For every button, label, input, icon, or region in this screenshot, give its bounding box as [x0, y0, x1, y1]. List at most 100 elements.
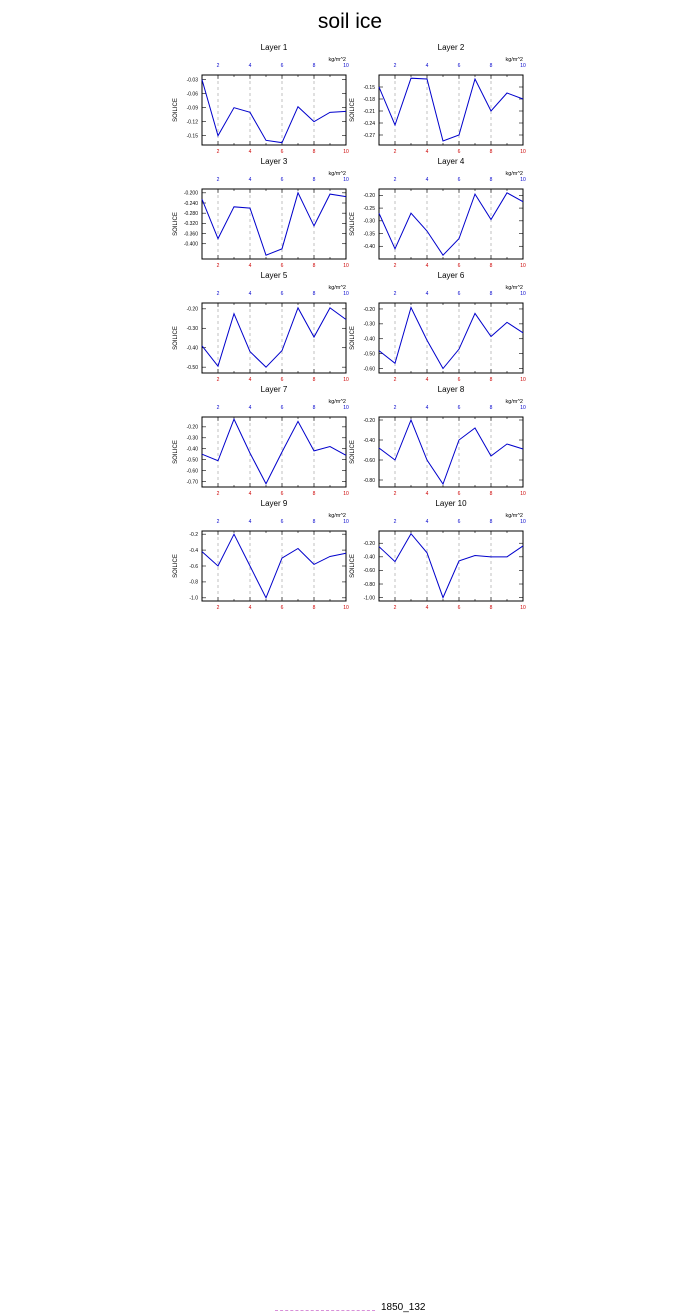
units-label: kg/m^2 [328, 57, 346, 63]
x-tick-label-top: 6 [458, 405, 461, 411]
series-line [378, 192, 524, 256]
chart-panel-3: -0.200 -0.240 -0.280 -0.320 -0.360 -0.400 2 4 6 8… [173, 157, 349, 269]
x-tick-label-bottom: 6 [281, 491, 284, 497]
series-line [201, 306, 347, 368]
y-axis-label: SOILICE [350, 98, 356, 122]
series-line [378, 306, 524, 370]
series-line [201, 79, 347, 144]
x-tick-label-top: 2 [217, 63, 220, 69]
x-tick-label-top: 2 [217, 519, 220, 525]
x-tick-label-bottom: 10 [520, 491, 526, 497]
y-tick-label: -0.320 [184, 221, 198, 227]
units-label: kg/m^2 [328, 285, 346, 291]
y-axis-label: SOILICE [173, 554, 179, 578]
y-tick-label: -0.06 [187, 91, 199, 97]
y-tick-label: -0.80 [364, 582, 376, 588]
x-tick-label-top: 6 [281, 519, 284, 525]
x-tick-label-bottom: 4 [426, 491, 429, 497]
x-tick-label-bottom: 6 [458, 377, 461, 383]
x-tick-label-top: 10 [343, 177, 349, 183]
plot-frame [378, 416, 524, 488]
x-tick-label-top: 10 [343, 291, 349, 297]
y-axis-label: SOILICE [350, 554, 356, 578]
chart-panel-9: -0.2 -0.4 -0.6 -0.8 -1.0 2 4 6 8 10 2 4 6 8 10 Layer 9 k… [173, 499, 349, 611]
x-tick-label-top: 10 [520, 63, 526, 69]
y-axis-label: SOILICE [350, 440, 356, 464]
y-tick-label: -0.60 [364, 366, 376, 372]
y-tick-label: -0.200 [184, 191, 198, 197]
panel-title: Layer 4 [438, 157, 465, 166]
x-tick-label-top: 8 [490, 177, 493, 183]
y-tick-label: -0.40 [364, 337, 376, 343]
x-tick-label-bottom: 4 [249, 149, 252, 155]
x-tick-label-top: 8 [490, 519, 493, 525]
x-tick-label-bottom: 2 [394, 491, 397, 497]
x-tick-label-bottom: 4 [249, 605, 252, 611]
y-tick-label: -0.20 [187, 307, 199, 313]
x-tick-label-bottom: 6 [458, 491, 461, 497]
y-tick-label: -0.50 [187, 457, 199, 463]
plot-frame [378, 74, 524, 146]
panel-title: Layer 2 [438, 43, 465, 52]
x-tick-label-top: 4 [249, 291, 252, 297]
units-label: kg/m^2 [328, 171, 346, 177]
chart-panel-10: -0.20 -0.40 -0.60 -0.80 -1.00 2 4 6 8 10 2 4 6 8 10 Lay… [350, 499, 526, 611]
legend-label: 1850_132 [381, 1302, 426, 1313]
chart-panel-6: -0.20 -0.30 -0.40 -0.50 -0.60 2 4 6 8 10 2 4 6 8 10 Lay… [350, 271, 526, 383]
x-tick-label-bottom: 4 [426, 149, 429, 155]
plot-frame [201, 302, 347, 374]
y-tick-label: -0.60 [187, 468, 199, 474]
x-tick-label-bottom: 4 [249, 263, 252, 269]
x-tick-label-top: 8 [490, 63, 493, 69]
x-tick-label-bottom: 4 [249, 491, 252, 497]
panel-title: Layer 7 [261, 385, 288, 394]
y-tick-label: -0.30 [187, 436, 199, 442]
x-tick-label-top: 8 [313, 177, 316, 183]
y-tick-label: -0.03 [187, 77, 199, 83]
x-tick-label-bottom: 10 [343, 263, 349, 269]
series-line [201, 533, 347, 600]
x-tick-label-bottom: 6 [281, 605, 284, 611]
chart-panel-7: -0.20 -0.30 -0.40 -0.50 -0.60 -0.70 2 4 6 8 10 2 4 6 8… [173, 385, 349, 497]
panel-title: Layer 6 [438, 271, 465, 280]
x-tick-label-bottom: 8 [490, 491, 493, 497]
panel-title: Layer 10 [435, 499, 467, 508]
plot-frame [201, 74, 347, 146]
x-tick-label-top: 8 [313, 63, 316, 69]
x-tick-label-top: 2 [394, 63, 397, 69]
x-tick-label-top: 6 [458, 63, 461, 69]
y-axis-label: SOILICE [173, 326, 179, 350]
x-tick-label-bottom: 2 [394, 377, 397, 383]
series-line [201, 191, 347, 256]
y-tick-label: -0.40 [364, 244, 376, 250]
x-tick-label-top: 4 [249, 519, 252, 525]
x-tick-label-bottom: 2 [217, 149, 220, 155]
y-tick-label: -0.8 [189, 580, 198, 586]
legend: 1850_132 [0, 650, 700, 1313]
x-tick-label-bottom: 8 [313, 377, 316, 383]
x-tick-label-top: 8 [313, 519, 316, 525]
y-tick-label: -0.4 [189, 548, 198, 554]
x-tick-label-bottom: 10 [343, 605, 349, 611]
x-tick-label-top: 2 [394, 405, 397, 411]
y-tick-label: -0.20 [187, 425, 199, 431]
x-tick-label-top: 10 [343, 519, 349, 525]
x-tick-label-top: 8 [490, 291, 493, 297]
x-tick-label-bottom: 8 [490, 263, 493, 269]
y-tick-label: -0.40 [187, 447, 199, 453]
y-axis-label: SOILICE [350, 326, 356, 350]
x-tick-label-top: 8 [490, 405, 493, 411]
x-tick-label-bottom: 2 [217, 263, 220, 269]
x-tick-label-top: 6 [458, 177, 461, 183]
x-tick-label-top: 2 [217, 291, 220, 297]
units-label: kg/m^2 [328, 513, 346, 519]
panel-title: Layer 3 [261, 157, 288, 166]
x-tick-label-top: 6 [458, 519, 461, 525]
x-tick-label-top: 10 [520, 519, 526, 525]
plot-frame [201, 188, 347, 260]
x-tick-label-bottom: 8 [313, 149, 316, 155]
y-tick-label: -0.30 [187, 326, 199, 332]
x-tick-label-bottom: 10 [520, 605, 526, 611]
y-tick-label: -0.20 [364, 307, 376, 313]
panel-title: Layer 9 [261, 499, 288, 508]
